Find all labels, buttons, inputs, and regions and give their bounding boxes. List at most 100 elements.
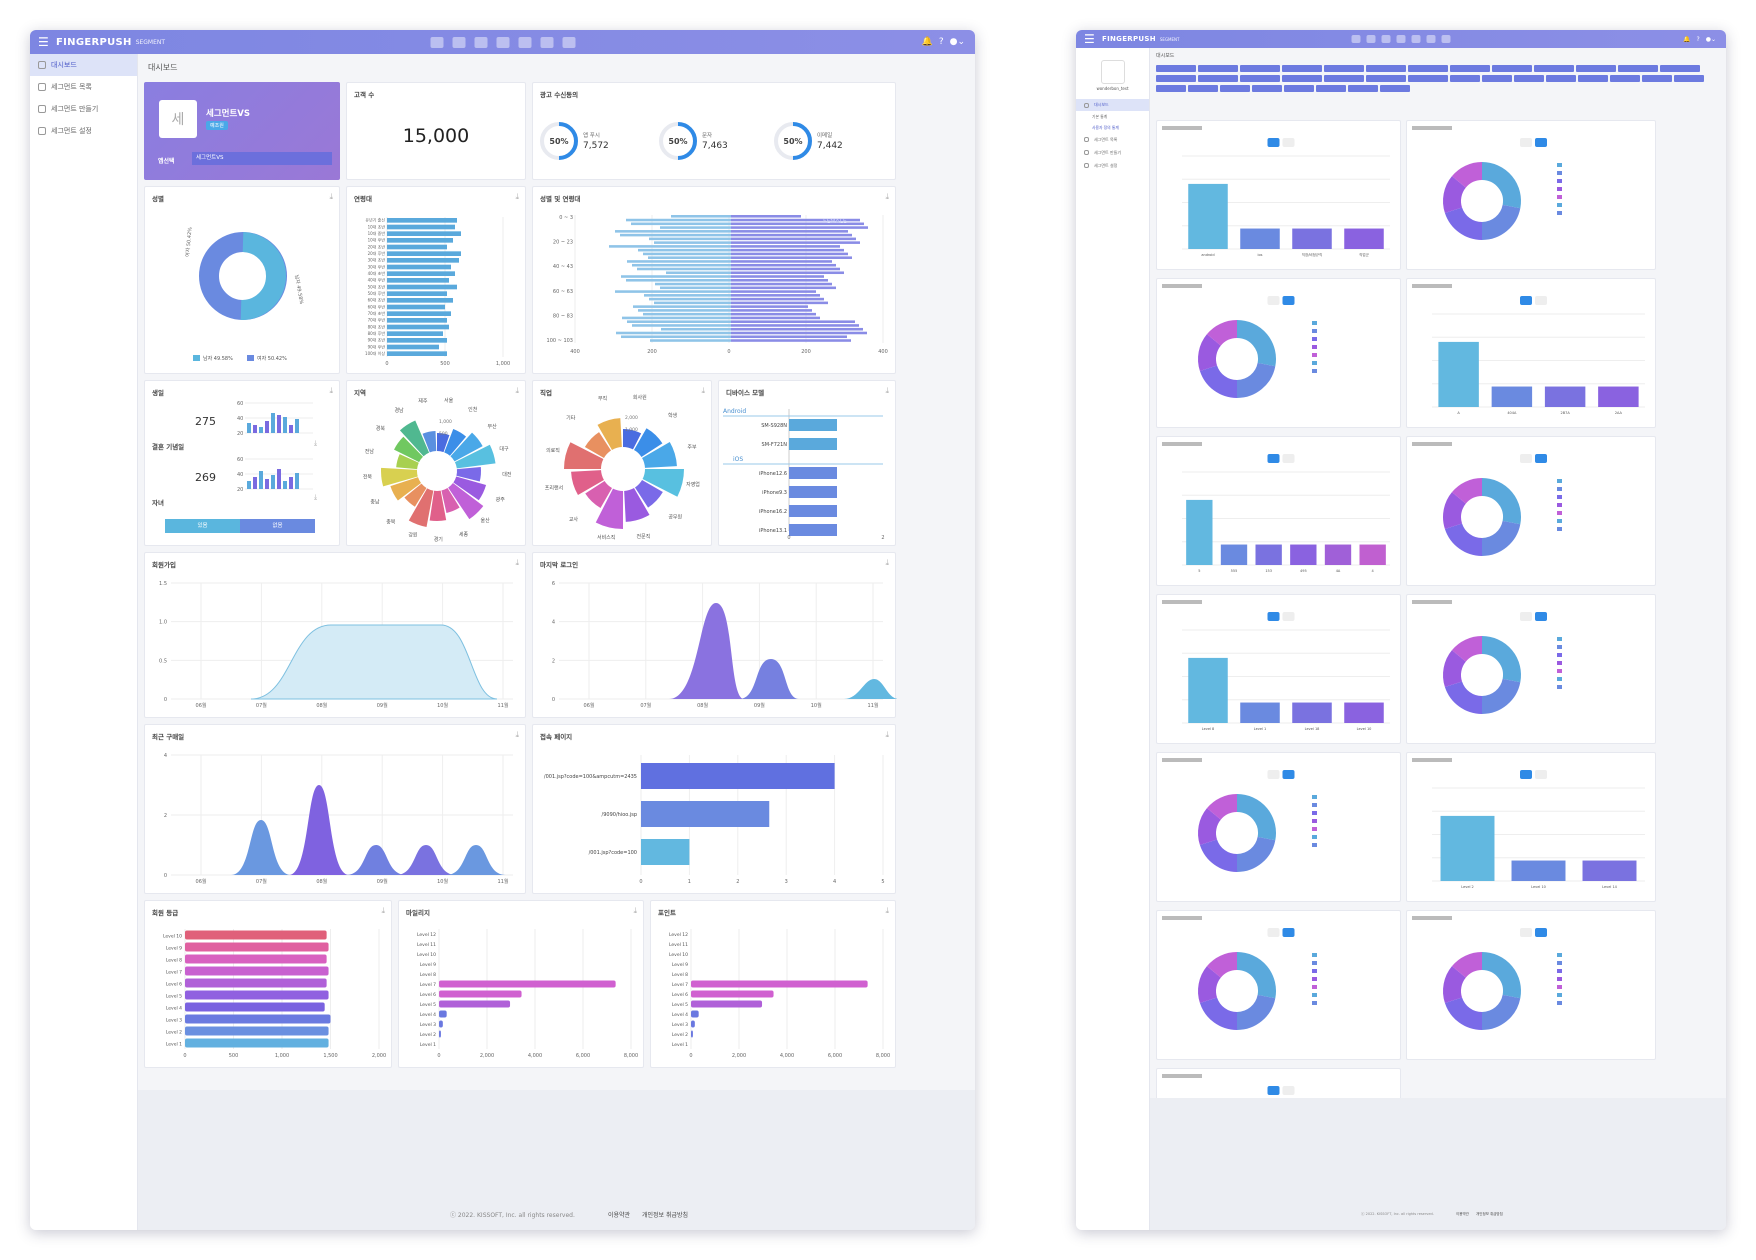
female-bar	[731, 271, 844, 275]
filter-chip[interactable]	[1156, 65, 1196, 72]
download-icon[interactable]: ⤓	[515, 192, 519, 201]
bell-icon[interactable]: 🔔	[1683, 35, 1691, 43]
filter-chip[interactable]	[1156, 75, 1196, 82]
home-icon[interactable]	[1351, 35, 1361, 43]
mail-icon[interactable]	[1426, 35, 1436, 43]
legend-swatch	[1312, 803, 1317, 807]
download-icon[interactable]: ⤓	[701, 386, 705, 395]
filter-chip[interactable]	[1578, 75, 1608, 82]
filter-chip[interactable]	[1380, 85, 1410, 92]
target-icon[interactable]	[562, 36, 575, 48]
level-bar	[439, 980, 616, 988]
tick-label: 40	[237, 472, 243, 478]
filter-chip[interactable]	[1240, 75, 1280, 82]
filter-chip[interactable]	[1156, 85, 1186, 92]
download-icon[interactable]: ⤓	[381, 906, 385, 915]
filter-chip[interactable]	[1316, 85, 1346, 92]
filter-chip[interactable]	[1610, 75, 1640, 82]
filter-chip[interactable]	[1408, 75, 1448, 82]
filter-chip[interactable]	[1546, 75, 1576, 82]
rocket-icon[interactable]	[1381, 35, 1391, 43]
app-select[interactable]: 세그먼트VS	[192, 152, 332, 165]
segment-icon[interactable]	[452, 36, 465, 48]
footer-privacy-link[interactable]: 개인정보 취급방침	[1476, 1212, 1503, 1216]
download-icon[interactable]: ⤓	[633, 906, 637, 915]
target-icon[interactable]	[1441, 35, 1451, 43]
screen-icon[interactable]	[496, 36, 509, 48]
footer-terms-link[interactable]: 이용약관	[1456, 1212, 1469, 1216]
sidebar-item-dashboard[interactable]: 대시보드	[1076, 99, 1149, 111]
filter-chip[interactable]	[1366, 75, 1406, 82]
filter-chip[interactable]	[1188, 85, 1218, 92]
filter-chip[interactable]	[1408, 65, 1448, 72]
filter-chip[interactable]	[1282, 75, 1322, 82]
home-icon[interactable]	[430, 36, 443, 48]
footer-terms-link[interactable]: 이용약관	[608, 1212, 631, 1219]
rocket-icon[interactable]	[474, 36, 487, 48]
filter-chip[interactable]	[1282, 65, 1322, 72]
filter-chip[interactable]	[1450, 65, 1490, 72]
download-icon[interactable]: ⤓	[515, 558, 519, 567]
filter-chip[interactable]	[1198, 75, 1238, 82]
download-icon[interactable]: ⤓	[885, 386, 889, 395]
sidebar-item-dashboard[interactable]: 대시보드	[30, 54, 137, 76]
menu-icon[interactable]: ☰	[1084, 32, 1095, 46]
filter-chip[interactable]	[1252, 85, 1282, 92]
filter-chip[interactable]	[1324, 65, 1364, 72]
download-icon[interactable]: ⤓	[885, 558, 889, 567]
download-icon[interactable]: ⤓	[515, 730, 519, 739]
filter-chip[interactable]	[1348, 85, 1378, 92]
filter-chip[interactable]	[1576, 65, 1616, 72]
user-icon[interactable]: ●⌄	[1705, 35, 1716, 43]
help-icon[interactable]: ?	[1696, 35, 1700, 43]
message-icon[interactable]	[518, 36, 531, 48]
tick-label: 08월	[316, 702, 327, 709]
screen-icon[interactable]	[1396, 35, 1406, 43]
brand-sub: SEGMENT	[135, 38, 166, 46]
filter-chip[interactable]	[1534, 65, 1574, 72]
message-icon[interactable]	[1411, 35, 1421, 43]
download-icon[interactable]: ⤓	[885, 730, 889, 739]
footer-privacy-link[interactable]: 개인정보 취급방침	[642, 1212, 689, 1219]
filter-chip[interactable]	[1220, 85, 1250, 92]
user-icon[interactable]: ●⌄	[949, 37, 965, 47]
menu-icon[interactable]: ☰	[38, 35, 49, 49]
filter-chip[interactable]	[1618, 65, 1658, 72]
filter-chip[interactable]	[1324, 75, 1364, 82]
help-icon[interactable]: ?	[938, 37, 944, 47]
filter-chip[interactable]	[1660, 65, 1700, 72]
filter-chip[interactable]	[1240, 65, 1280, 72]
tick-label: 1,500	[323, 1053, 337, 1059]
filter-chip[interactable]	[1514, 75, 1544, 82]
filter-chip[interactable]	[1674, 75, 1704, 82]
sidebar-item-segment-create[interactable]: 세그먼트 만들기	[30, 98, 137, 120]
brand-logo[interactable]: FINGERPUSH	[1102, 35, 1156, 43]
filter-chip[interactable]	[1198, 65, 1238, 72]
filter-chip[interactable]	[1642, 75, 1672, 82]
sidebar-item-segment-create[interactable]: 세그먼트 만들기	[1076, 146, 1149, 159]
brand-logo[interactable]: FINGERPUSH	[56, 36, 132, 48]
mail-icon[interactable]	[540, 36, 553, 48]
download-icon[interactable]: ⤓	[515, 386, 519, 395]
download-icon[interactable]: ⤓	[885, 192, 889, 201]
sidebar-item-segment-settings[interactable]: 세그먼트 설정	[30, 120, 137, 142]
sidebar-subitem-custom[interactable]: 사용자 정의 통계	[1076, 122, 1149, 133]
download-icon[interactable]: ⤓	[329, 192, 333, 201]
filter-chip[interactable]	[1450, 75, 1480, 82]
download-icon[interactable]: ⤓	[329, 386, 333, 395]
filter-chip[interactable]	[1366, 65, 1406, 72]
filter-chip[interactable]	[1284, 85, 1314, 92]
sidebar-item-segment-list[interactable]: 세그먼트 목록	[30, 76, 137, 98]
age-bar	[387, 238, 453, 243]
sidebar-subitem-basic[interactable]: 기본 통계	[1076, 111, 1149, 122]
filter-chip[interactable]	[1482, 75, 1512, 82]
sidebar-item-segment-list[interactable]: 세그먼트 목록	[1076, 133, 1149, 146]
sidebar-item-segment-settings[interactable]: 세그먼트 설정	[1076, 159, 1149, 172]
download-icon[interactable]: ⤓	[885, 906, 889, 915]
filter-chip[interactable]	[1492, 65, 1532, 72]
polar-label: 주부	[687, 445, 697, 451]
legend-swatch	[1312, 993, 1317, 997]
polar-label: 전문직	[637, 533, 651, 540]
bell-icon[interactable]: 🔔	[921, 37, 933, 47]
segment-icon[interactable]	[1366, 35, 1376, 43]
